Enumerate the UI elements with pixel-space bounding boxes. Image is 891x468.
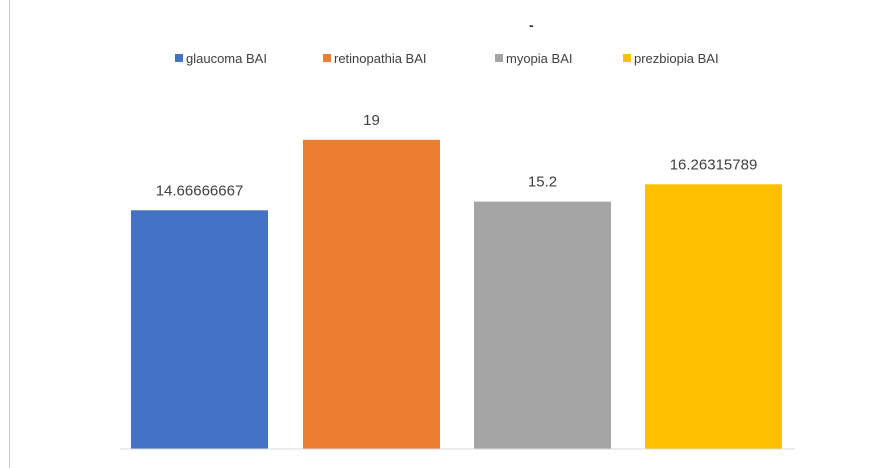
bars — [131, 139, 782, 449]
legend-swatch-4 — [623, 54, 631, 62]
data-label-2: 19 — [363, 112, 380, 129]
legend: glaucoma BAI retinopathia BAI myopia BAI pr… — [175, 51, 719, 66]
legend-label-4: prezbiopia BAI — [634, 51, 719, 66]
legend-swatch-1 — [175, 54, 183, 62]
data-label-4: 16.26315789 — [670, 156, 758, 173]
chart-left-border — [9, 0, 10, 468]
bar-2 — [303, 139, 440, 449]
legend-label-3: myopia BAI — [506, 51, 572, 66]
bar-1 — [131, 210, 268, 449]
legend-swatch-3 — [495, 54, 503, 62]
data-label-1: 14.66666667 — [156, 182, 244, 199]
data-labels: 14.66666667 19 15.2 16.26315789 — [156, 112, 758, 200]
legend-swatch-2 — [323, 54, 331, 62]
bar-3 — [474, 201, 611, 449]
data-label-3: 15.2 — [528, 174, 557, 191]
chart-title: - — [529, 17, 534, 33]
legend-label-1: glaucoma BAI — [186, 51, 267, 66]
legend-label-2: retinopathia BAI — [334, 51, 427, 66]
bar-4 — [645, 184, 782, 449]
